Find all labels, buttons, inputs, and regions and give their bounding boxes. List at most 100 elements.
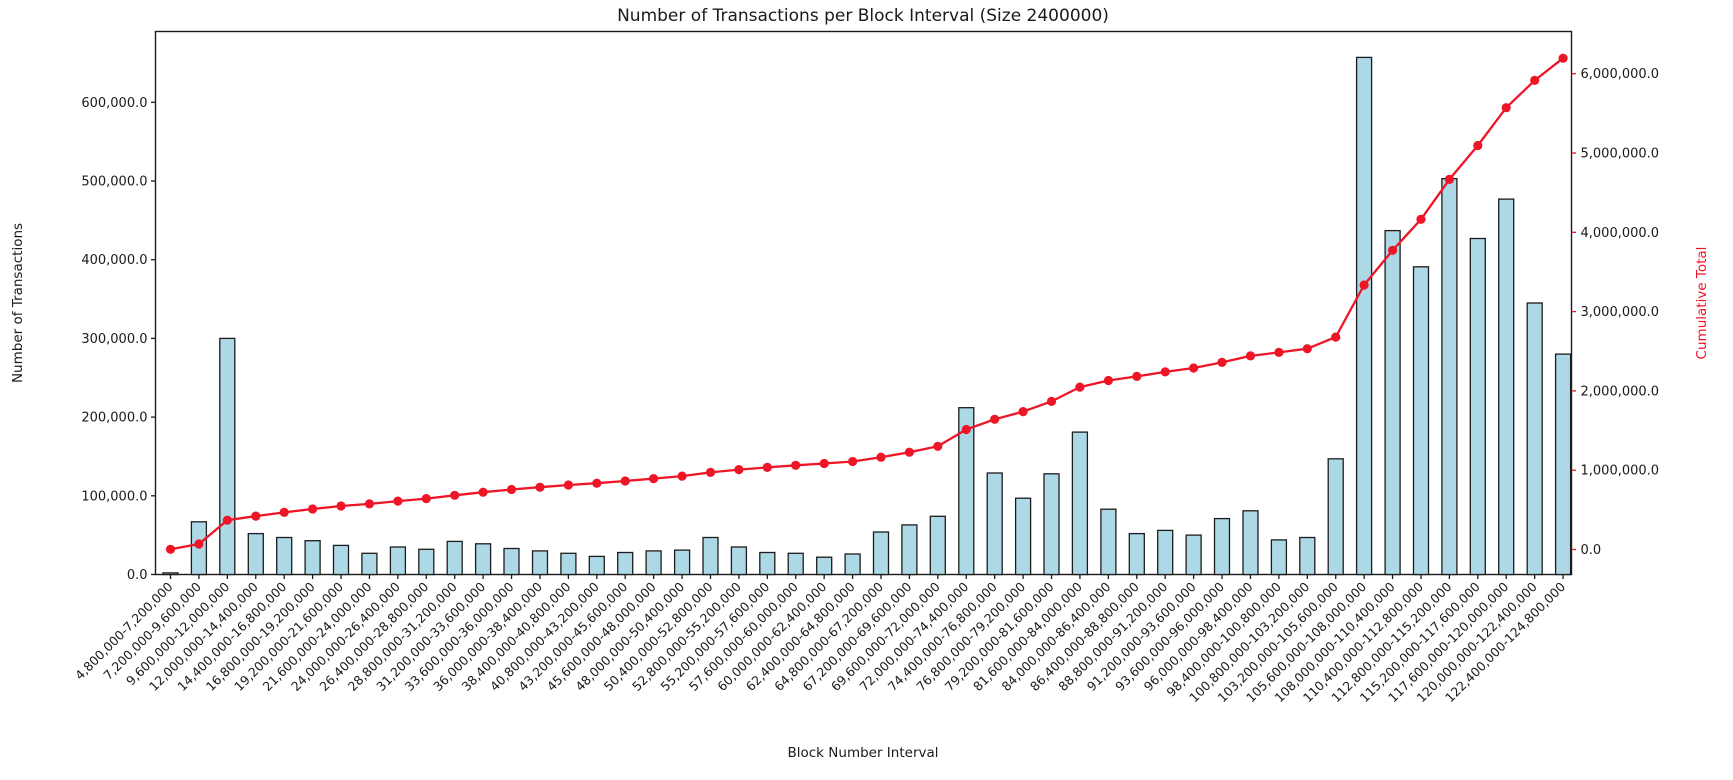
bar (1157, 529, 1174, 576)
cumulative-data-point (649, 474, 659, 484)
cumulative-line-series (165, 53, 1568, 554)
cumulative-data-point (1416, 214, 1426, 224)
cumulative-data-point (364, 499, 374, 509)
bar (276, 536, 293, 576)
cumulative-data-point (165, 544, 176, 554)
bar (1469, 237, 1486, 576)
bar (1043, 473, 1060, 576)
bar (872, 531, 890, 576)
bar (730, 546, 748, 576)
bar (531, 550, 549, 576)
bar (247, 532, 264, 576)
bar (588, 555, 605, 576)
cumulative-data-point (393, 496, 403, 506)
cumulative-data-point (535, 482, 545, 492)
cumulative-data-point (421, 494, 431, 504)
bar (844, 553, 861, 576)
cumulative-data-point (819, 458, 829, 469)
cumulative-data-point (450, 490, 460, 500)
cumulative-data-point (1558, 53, 1568, 63)
bar (901, 524, 918, 576)
cumulative-data-point (961, 424, 971, 435)
bar (361, 552, 378, 576)
bar (1014, 497, 1032, 576)
y-axis-label-right: Cumulative Total (1694, 247, 1710, 360)
cumulative-data-point (1359, 280, 1369, 290)
cumulative-data-point (1388, 245, 1398, 255)
y-right-tick-label: 0.0 (1581, 543, 1602, 558)
cumulative-data-point (563, 480, 574, 490)
cumulative-data-point (1132, 371, 1142, 381)
cumulative-data-point (1444, 174, 1454, 184)
y-left-tick-label: 300,000.0 (81, 332, 147, 347)
bar (645, 550, 662, 576)
y-right-tick-label: 4,000,000.0 (1581, 226, 1660, 241)
cumulative-data-point (1274, 347, 1284, 357)
bar (1100, 508, 1117, 576)
bar (162, 572, 179, 576)
cumulative-data-point (848, 456, 858, 467)
bar (1441, 177, 1458, 576)
cumulative-data-point (762, 462, 772, 472)
cumulative-data-point (308, 504, 318, 514)
cumulative-data-point (1331, 332, 1341, 342)
cumulative-data-point (336, 501, 346, 511)
cumulative-data-point (194, 539, 204, 549)
y-right-tick-label: 1,000,000.0 (1581, 464, 1660, 479)
bar (1412, 266, 1430, 576)
cumulative-data-point (1018, 407, 1028, 417)
cumulative-data-point (791, 460, 801, 470)
x-axis-label: Block Number Interval (787, 745, 938, 761)
y-left-tick-label: 600,000.0 (81, 96, 147, 111)
cumulative-data-point (705, 467, 716, 477)
cumulative-data-point (990, 414, 1000, 424)
cumulative-data-point (592, 478, 602, 488)
bar (1327, 458, 1344, 576)
cumulative-data-point (620, 476, 630, 486)
bar (219, 337, 236, 576)
cumulative-data-point (1160, 367, 1170, 377)
bar (1242, 510, 1259, 576)
bar (1355, 56, 1373, 576)
bar (1299, 536, 1316, 576)
bar (1185, 534, 1202, 576)
bar (418, 548, 435, 576)
bar (1213, 517, 1231, 576)
y-right-tick-label: 2,000,000.0 (1581, 384, 1660, 399)
bar (673, 549, 691, 576)
cumulative-data-point (1245, 351, 1256, 361)
bar (1498, 198, 1515, 576)
cumulative-data-point (1302, 344, 1312, 354)
y-axis-label-left: Number of Transactions (10, 223, 26, 383)
y-right-tick-label: 6,000,000.0 (1581, 67, 1660, 82)
cumulative-line (170, 57, 1564, 551)
cumulative-data-point (1217, 357, 1227, 367)
y-left-tick-label: 400,000.0 (81, 253, 147, 268)
bar (1128, 532, 1145, 576)
bar (816, 556, 833, 576)
cumulative-data-point (478, 487, 488, 497)
cumulative-data-point (279, 507, 289, 517)
cumulative-data-point (1046, 396, 1057, 406)
bar (1554, 353, 1572, 576)
bar (1270, 539, 1288, 576)
cumulative-data-point (1501, 103, 1511, 113)
cumulative-data-point (506, 484, 517, 495)
bar (503, 547, 520, 576)
bar (617, 551, 634, 576)
bar (332, 544, 350, 576)
cumulative-data-point (222, 515, 232, 525)
y-left-tick-label: 500,000.0 (81, 175, 147, 190)
cumulative-data-point (251, 511, 261, 521)
bar (702, 536, 719, 576)
bar (560, 552, 577, 576)
y-right-tick-label: 5,000,000.0 (1581, 147, 1660, 162)
y-left-tick-label: 200,000.0 (81, 411, 147, 426)
bar (304, 540, 321, 576)
cumulative-data-point (677, 471, 687, 481)
y-right-tick-label: 3,000,000.0 (1581, 305, 1660, 320)
cumulative-data-point (904, 447, 915, 457)
bar (446, 540, 463, 576)
